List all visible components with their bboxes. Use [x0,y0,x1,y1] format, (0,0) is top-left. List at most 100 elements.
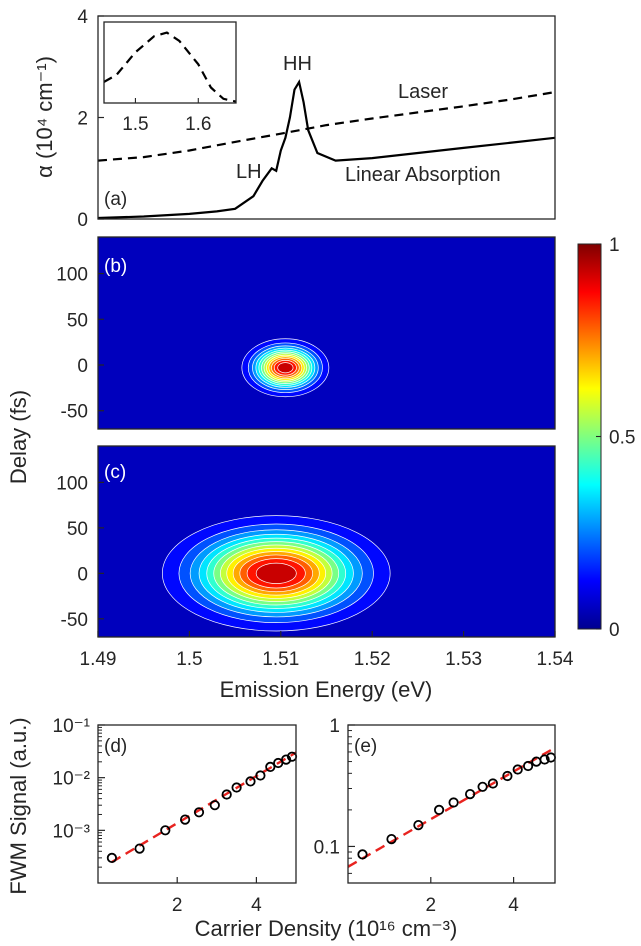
xtick-label: 4 [251,895,262,916]
panel-d-points [106,751,298,864]
ytick-label: 50 [67,310,88,331]
colorbar-tick-label: 0.5 [609,428,635,449]
data-point [280,754,292,765]
data-point [477,781,488,792]
xtick-label: 1.53 [445,649,482,670]
panel-e: 2 40.11 (e) [314,716,557,916]
colorbar-ticks: 00.51 [596,235,635,641]
data-point [357,849,368,860]
data-point [512,764,523,775]
panel-e-frame [347,724,556,884]
ytick-label: 0.1 [314,837,340,858]
data-point [231,782,242,793]
panel-a-ylabel: α (10⁴ cm⁻¹) [32,56,57,178]
colorbar: 00.51 [577,235,635,641]
panel-a-frame [97,15,556,220]
panel-e-points [357,752,557,860]
xtick-label: 1.51 [262,649,299,670]
data-point [160,825,171,836]
ytick-label: 50 [67,519,88,540]
panel-a-ytick-label: 2 [77,109,88,130]
panel-e-label: (e) [354,736,377,757]
linear-absorption-annotation: Linear Absorption [345,164,501,186]
xtick-label: 4 [508,895,519,916]
ytick-label: -50 [61,610,88,631]
data-point [522,760,534,772]
panel-a-ytick-label: 4 [77,7,88,28]
data-point [106,852,118,864]
panel-c-ticks: -50 0 50 100 1.49 1.5 1.51 1.52 1.53 1.54 [56,473,574,670]
carrier-density-axis-label: Carrier Density (10¹⁶ cm⁻³) [195,916,458,941]
heatmap-contour [255,562,297,584]
ytick-label: 1 [329,716,340,737]
panel-d-ticks: 2 4 10⁻³ 10⁻² 10⁻¹ [53,716,263,916]
emission-energy-axis-label: Emission Energy (eV) [220,677,433,702]
xtick-label: 2 [426,895,437,916]
hh-annotation: HH [283,53,312,75]
data-point [265,761,276,773]
panel-c-frame [97,445,556,638]
panel-d-fit-line [111,751,296,864]
panel-e-fit-line [348,746,555,868]
colorbar-tick-label: 0 [609,620,620,641]
inset-xtick-label: 1.5 [122,114,148,135]
panel-b: -50 0 50 100 (b) [56,236,556,430]
colorbar-tick-label: 1 [609,235,620,256]
panel-b-heatmap [98,237,555,429]
panel-b-label: (b) [104,256,127,277]
ytick-label: 100 [56,473,88,494]
heatmap-background [98,237,555,429]
panel-a-inset: 1.5 1.6 [103,21,237,135]
data-point [180,814,191,825]
data-point [221,789,232,800]
ytick-label: 10⁻² [53,769,91,790]
inset-ticks: 1.5 1.6 [122,98,211,135]
data-point [448,797,459,808]
data-point [209,800,220,811]
ytick-label: 10⁻³ [53,821,91,842]
panel-b-ticks: -50 0 50 100 [56,265,104,423]
panel-d-label: (d) [104,736,127,757]
xtick-label: 1.5 [176,649,202,670]
data-point [413,819,424,831]
data-point [502,770,513,782]
panel-a-ticks: 0 2 4 [77,7,104,231]
panel-b-frame [97,236,556,430]
panel-d: 2 4 10⁻³ 10⁻² 10⁻¹ (d) [53,716,298,916]
data-point [134,843,145,854]
ytick-label: 0 [77,564,88,585]
data-point [539,754,550,765]
xtick-label: 2 [172,895,183,916]
laser-line [98,91,555,162]
data-point [255,770,266,781]
ytick-label: -50 [61,402,88,423]
panel-c: -50 0 50 100 1.49 1.5 1.51 1.52 1.53 1.54 (c) [56,445,574,670]
ytick-label: 100 [56,265,88,286]
inset-xtick-label: 1.6 [185,114,211,135]
xtick-label: 1.52 [354,649,391,670]
data-point [386,833,397,845]
fwm-signal-axis-label: FWM Signal (a.u.) [6,717,31,894]
linear-absorption-line [98,79,555,219]
data-point [193,807,205,818]
panel-c-label: (c) [104,462,126,483]
xtick-label: 1.54 [537,649,574,670]
ytick-label: 0 [77,356,88,377]
ytick-label: 10⁻¹ [53,716,91,737]
lh-annotation: LH [236,161,262,183]
panel-a-label: (a) [104,189,127,210]
panel-d-frame [97,724,297,884]
laser-annotation: Laser [398,81,448,103]
inset-laser-line [104,31,236,103]
inset-frame [103,21,237,104]
data-point [433,804,445,816]
delay-axis-label: Delay (fs) [6,390,31,484]
panel-a: 0 2 4 (a) HH LH Laser Linear Absorption α … [32,7,556,231]
panel-e-ticks: 2 40.11 [314,716,520,916]
xtick-label: 1.49 [80,649,117,670]
panel-c-heatmap [98,446,555,637]
data-point [464,788,476,800]
panel-a-ytick-label: 0 [77,210,88,231]
